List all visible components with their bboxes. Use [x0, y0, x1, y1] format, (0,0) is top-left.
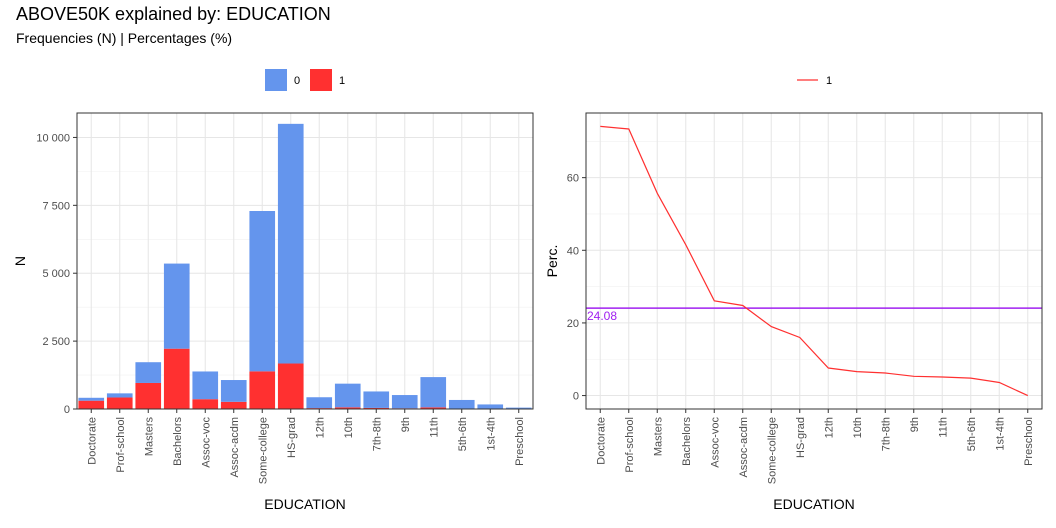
- bar-class1-Some-college: [249, 371, 276, 409]
- left-x-tick-label: 1st-4th: [485, 417, 497, 451]
- right-y-tick-label: 40: [567, 245, 579, 257]
- bar-class0-Preschool: [505, 407, 532, 409]
- left-y-tick-label: 10 000: [36, 132, 70, 144]
- right-x-ticks: Doctorate Prof-school Masters Bachelors Asso…: [595, 409, 1035, 484]
- left-x-tick-label: Masters: [143, 417, 155, 457]
- chart-title: ABOVE50K explained by: EDUCATION: [16, 4, 331, 24]
- right-plot-border: [585, 112, 1043, 410]
- left-x-tick-label: 10th: [343, 417, 355, 438]
- left-y-tick-label: 2 500: [42, 336, 70, 348]
- right-x-tick-label: 9th: [909, 417, 921, 432]
- right-x-tick-label: HS-grad: [795, 417, 807, 458]
- right-x-tick-label: 5th-6th: [966, 417, 978, 451]
- left-x-tick-label: 11th: [428, 417, 440, 438]
- left-x-axis-title: EDUCATION: [264, 496, 345, 512]
- left-bars: [78, 123, 532, 409]
- left-x-tick-label: Bachelors: [172, 417, 184, 466]
- right-x-tick-label: 1st-4th: [994, 417, 1006, 451]
- bar-class0-7th-8th: [363, 391, 390, 408]
- bar-class1-HS-grad: [277, 363, 304, 409]
- left-plot-border: [76, 112, 534, 410]
- left-x-tick-label: 7th-8th: [371, 417, 383, 451]
- bar-class1-10th: [334, 407, 361, 409]
- left-y-tick-label: 0: [64, 404, 70, 416]
- left-x-tick-label: Assoc-voc: [200, 417, 212, 468]
- legend-label-1: 1: [339, 75, 345, 87]
- left-x-tick-label: 9th: [400, 417, 412, 432]
- left-x-ticks: Doctorate Prof-school Masters Bachelors Asso…: [86, 409, 526, 484]
- bar-class0-Prof-school: [106, 393, 133, 398]
- right-y-ticks: 0 20 40 60: [567, 173, 586, 403]
- right-x-axis-title: EDUCATION: [773, 496, 854, 512]
- left-x-tick-label: 5th-6th: [457, 417, 469, 451]
- left-x-tick-label: 12th: [314, 417, 326, 438]
- bar-class1-Doctorate: [78, 400, 105, 409]
- bar-class0-Bachelors: [163, 263, 190, 349]
- legend-label-0: 0: [294, 75, 300, 87]
- right-y-tick-label: 0: [573, 391, 579, 403]
- bar-class0-Assoc-voc: [192, 371, 219, 400]
- bar-class1-Assoc-voc: [192, 399, 219, 409]
- reference-line-label: 24.08: [587, 309, 617, 323]
- left-x-tick-label: HS-grad: [286, 417, 298, 458]
- right-x-tick-label: Doctorate: [595, 417, 607, 465]
- legend-key-1: [310, 69, 332, 91]
- left-x-tick-label: Doctorate: [86, 417, 98, 465]
- right-x-tick-label: Assoc-voc: [709, 417, 721, 468]
- bar-class0-Assoc-acdm: [220, 380, 247, 402]
- left-y-tick-label: 5 000: [42, 268, 70, 280]
- right-x-tick-label: 7th-8th: [880, 417, 892, 451]
- right-x-tick-label: Bachelors: [681, 417, 693, 466]
- bar-class1-Bachelors: [163, 348, 190, 409]
- series-1-line: [600, 125, 1029, 397]
- bar-class0-12th: [306, 397, 333, 409]
- right-x-tick-label: 11th: [937, 417, 949, 438]
- right-y-axis-title: Perc.: [544, 245, 560, 278]
- bar-class1-11th: [420, 407, 447, 409]
- right-x-tick-label: Masters: [652, 417, 664, 457]
- bar-class0-5th-6th: [448, 399, 475, 409]
- right-x-tick-label: 12th: [823, 417, 835, 438]
- bar-class1-Assoc-acdm: [220, 401, 247, 409]
- right-y-tick-label: 60: [567, 173, 579, 185]
- left-y-ticks: 0 2 500 5 000 7 500 10 000: [36, 132, 77, 416]
- bar-class0-Some-college: [249, 211, 276, 372]
- left-y-axis-title: N: [12, 256, 28, 266]
- right-x-tick-label: 10th: [852, 417, 864, 438]
- right-gridlines: [586, 113, 1042, 409]
- right-x-tick-label: Preschool: [1023, 417, 1035, 466]
- legend-key-0: [265, 69, 287, 91]
- bar-class1-Masters: [135, 382, 162, 409]
- bar-class1-Prof-school: [106, 397, 133, 409]
- left-y-tick-label: 7 500: [42, 200, 70, 212]
- chart-subtitle: Frequencies (N) | Percentages (%): [16, 30, 233, 46]
- right-x-tick-label: Assoc-acdm: [738, 417, 750, 478]
- left-x-tick-label: Assoc-acdm: [229, 417, 241, 478]
- bar-class0-Doctorate: [78, 397, 105, 401]
- right-y-tick-label: 20: [567, 318, 579, 330]
- left-x-tick-label: Some-college: [257, 417, 269, 484]
- right-plot-background: [586, 113, 1042, 409]
- percentage-line-chart: 24.08 0 20 40 60 Doctorate Prof-school Master…: [544, 75, 1043, 512]
- bar-class0-Masters: [135, 362, 162, 383]
- bar-class0-11th: [420, 377, 447, 408]
- frequency-bar-chart: 0 2 500 5 000 7 500 10 000 Doctorate Prof-sch…: [12, 69, 534, 512]
- left-legend: 0 1: [265, 69, 345, 91]
- right-x-tick-label: Some-college: [766, 417, 778, 484]
- bar-class0-1st-4th: [477, 404, 504, 409]
- legend-line-label: 1: [826, 75, 832, 87]
- bar-class0-9th: [391, 395, 418, 409]
- right-legend: 1: [797, 75, 832, 87]
- left-x-tick-label: Preschool: [514, 417, 526, 466]
- bar-class0-10th: [334, 383, 361, 408]
- left-plot-background: [77, 113, 533, 409]
- bar-class0-HS-grad: [277, 123, 304, 364]
- right-x-tick-label: Prof-school: [624, 417, 636, 473]
- bar-class1-7th-8th: [363, 407, 390, 409]
- left-x-tick-label: Prof-school: [115, 417, 127, 473]
